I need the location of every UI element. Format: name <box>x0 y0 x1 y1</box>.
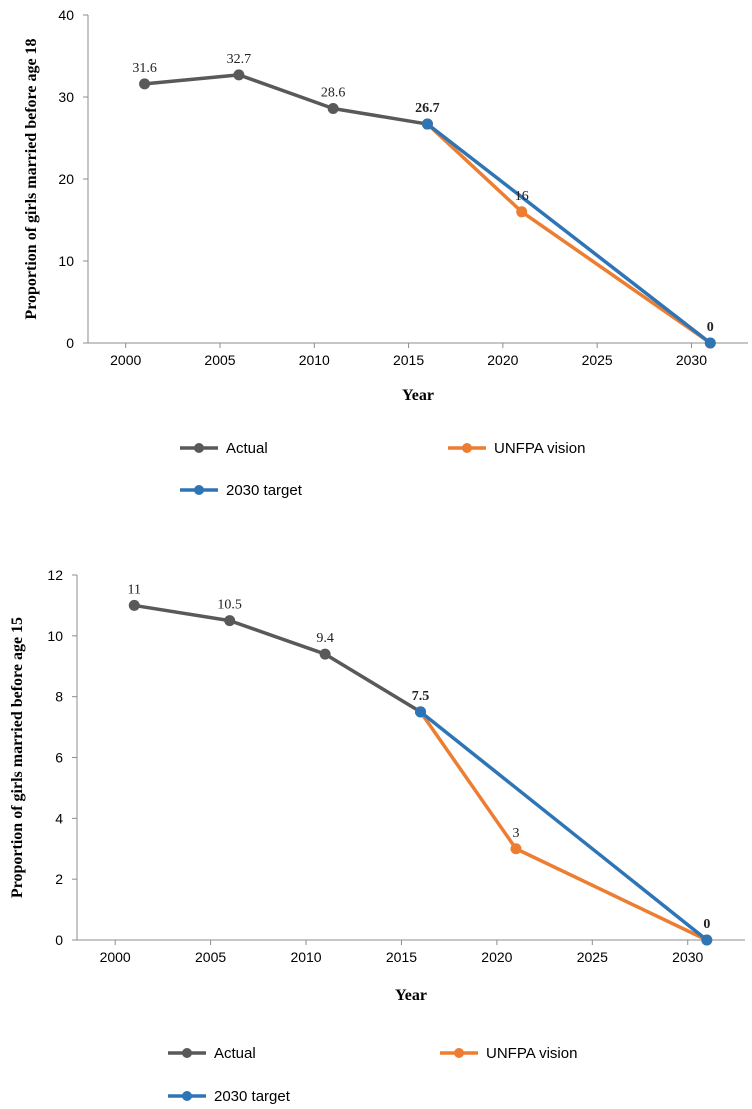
x-tick-label: 2000 <box>100 949 131 965</box>
y-tick-label: 20 <box>58 171 74 187</box>
data-point-actual <box>139 78 151 90</box>
x-tick-label: 2020 <box>487 352 518 368</box>
legend-item-target: 2030 target <box>180 482 303 499</box>
chart-2: 0 2 4 6 8 10 12 2000 2005 2010 2015 2020 2025 2030 Yea… <box>9 567 745 1105</box>
data-point-actual <box>128 599 140 611</box>
x-tick-label: 2030 <box>676 352 707 368</box>
series-line-target <box>426 122 712 345</box>
legend-label: 2030 target <box>214 1088 291 1105</box>
data-point-target <box>415 706 427 718</box>
y-tick-label: 0 <box>66 335 74 351</box>
data-label: 10.5 <box>217 598 242 613</box>
y-tick-label: 0 <box>55 932 63 948</box>
data-label: 11 <box>128 582 141 597</box>
legend-item-actual: Actual <box>168 1045 256 1062</box>
x-tick-label: 2005 <box>204 352 235 368</box>
legend-item-target: 2030 target <box>168 1088 291 1105</box>
data-point-unfpa <box>510 843 522 855</box>
legend-swatch-marker <box>182 1048 192 1058</box>
y-tick-label: 12 <box>47 567 63 583</box>
x-axis-title: Year <box>402 387 434 404</box>
x-tick-label: 2015 <box>393 352 424 368</box>
x-tick-label: 2010 <box>299 352 330 368</box>
data-point-actual <box>233 69 245 81</box>
data-point-actual <box>224 615 236 627</box>
data-label: 32.7 <box>227 52 252 67</box>
legend-label: Actual <box>226 440 268 457</box>
x-tick-label: 2015 <box>386 949 417 965</box>
y-tick-label: 10 <box>47 628 63 644</box>
y-axis-title: Proportion of girls married before age 1… <box>23 38 40 319</box>
series-line-actual <box>144 73 428 126</box>
legend-label: UNFPA vision <box>486 1045 577 1062</box>
x-tick-label: 2020 <box>481 949 512 965</box>
y-tick-label: 40 <box>58 7 74 23</box>
data-point-actual <box>319 648 331 660</box>
x-tick-label: 2025 <box>577 949 608 965</box>
data-label: 0 <box>707 320 714 335</box>
data-label: 9.4 <box>316 631 334 646</box>
data-point-target <box>421 118 433 130</box>
data-label: 26.7 <box>415 101 440 116</box>
y-axis-title: Proportion of girls married before age 1… <box>9 617 26 898</box>
series-line-actual <box>133 603 422 714</box>
data-label: 0 <box>703 917 710 932</box>
legend-item-unfpa: UNFPA vision <box>440 1045 577 1062</box>
legend-swatch-marker <box>454 1048 464 1058</box>
data-point-target <box>704 337 716 349</box>
y-tick-label: 30 <box>58 89 74 105</box>
y-tick-label: 6 <box>55 750 63 766</box>
legend-swatch-marker <box>194 443 204 453</box>
x-axis-title: Year <box>395 987 427 1004</box>
y-tick-label: 8 <box>55 689 63 705</box>
y-tick-label: 10 <box>58 253 74 269</box>
data-label: 16 <box>515 189 529 204</box>
legend-item-unfpa: UNFPA vision <box>448 440 585 457</box>
legend-label: Actual <box>214 1045 256 1062</box>
data-label: 28.6 <box>321 85 346 100</box>
x-tick-label: 2005 <box>195 949 226 965</box>
legend-swatch-marker <box>462 443 472 453</box>
x-tick-label: 2025 <box>582 352 613 368</box>
legend-swatch-marker <box>182 1091 192 1101</box>
legend-label: UNFPA vision <box>494 440 585 457</box>
x-tick-label: 2030 <box>672 949 703 965</box>
x-tick-label: 2010 <box>290 949 321 965</box>
legend-label: 2030 target <box>226 482 303 499</box>
data-label: 7.5 <box>412 689 430 704</box>
series-line-target <box>419 710 708 942</box>
y-tick-label: 4 <box>55 810 63 826</box>
y-tick-label: 2 <box>55 871 63 887</box>
legend-item-actual: Actual <box>180 440 268 457</box>
data-point-target <box>701 934 713 946</box>
data-point-unfpa <box>516 206 528 218</box>
data-point-actual <box>327 102 339 114</box>
data-label: 31.6 <box>132 61 157 76</box>
data-label: 3 <box>512 826 519 841</box>
x-tick-label: 2000 <box>110 352 141 368</box>
legend-swatch-marker <box>194 485 204 495</box>
